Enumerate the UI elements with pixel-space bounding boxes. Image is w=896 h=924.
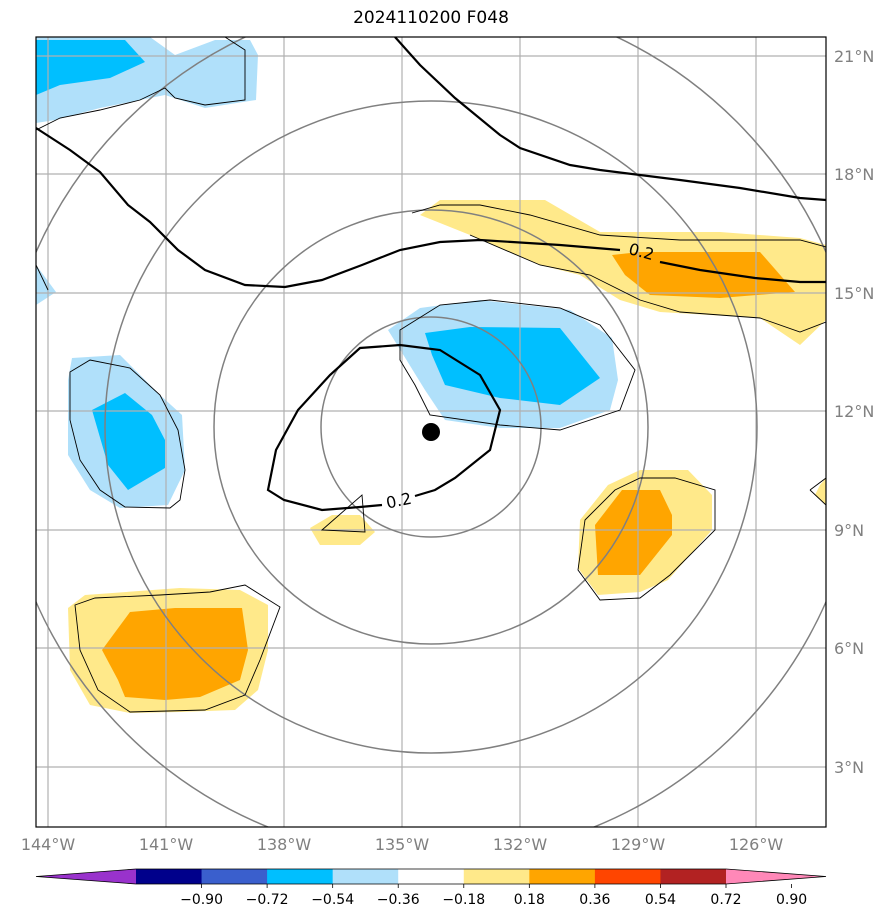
longitude-labels: 144°W 141°W 138°W 135°W 132°W 129°W 126°… — [21, 835, 784, 854]
colorbar: −0.90 −0.72 −0.54 −0.36 −0.18 0.18 0.36 0.54 0.7… — [35, 868, 827, 908]
range-rings — [36, 37, 826, 827]
colorbar-outline — [35, 868, 827, 885]
map-plot-area: 0.2 0.2 — [36, 37, 826, 827]
colorbar-extend-min — [36, 869, 136, 884]
colorbar-segment — [267, 869, 334, 884]
colorbar-tick-label: −0.90 — [180, 892, 223, 908]
thin-contours — [36, 37, 826, 713]
colorbar-segment — [332, 869, 399, 884]
map-title: 2024110200 F048 — [353, 8, 509, 28]
colorbar-tick-label: 0.72 — [710, 892, 741, 908]
lat-label: 12°N — [834, 402, 874, 421]
colorbar-tick-label: 0.54 — [645, 892, 676, 908]
colorbar-segment — [201, 869, 268, 884]
colorbar-tick-label: 0.90 — [776, 892, 807, 908]
colorbar-segment — [398, 869, 465, 884]
lon-label: 141°W — [139, 835, 194, 854]
negative-shading — [36, 37, 618, 508]
colorbar-segment — [594, 869, 661, 884]
contour-label-inner: 0.2 — [384, 489, 413, 513]
map-frame — [35, 36, 827, 828]
lon-label: 132°W — [493, 835, 548, 854]
colorbar-segment — [463, 869, 530, 884]
storm-center-marker — [422, 423, 440, 441]
lat-label: 9°N — [834, 521, 864, 540]
colorbar-tick-label: −0.36 — [377, 892, 420, 908]
colorbar-segment — [136, 869, 203, 884]
lon-label: 129°W — [611, 835, 666, 854]
colorbar-tick-label: −0.72 — [246, 892, 289, 908]
latitude-labels: 21°N 18°N 15°N 12°N 9°N 6°N 3°N — [834, 47, 874, 777]
colorbar-tick-label: 0.18 — [514, 892, 545, 908]
thick-contours — [36, 37, 826, 512]
colorbar-segment — [529, 869, 596, 884]
lat-label: 18°N — [834, 165, 874, 184]
colorbar-extend-max — [726, 869, 826, 884]
graticule — [36, 37, 826, 827]
lon-label: 144°W — [21, 835, 76, 854]
lon-label: 126°W — [729, 835, 784, 854]
positive-shading — [68, 200, 826, 713]
lat-label: 6°N — [834, 639, 864, 658]
lon-label: 135°W — [375, 835, 430, 854]
colorbar-segment — [660, 869, 727, 884]
colorbar-tick-label: −0.18 — [442, 892, 485, 908]
lat-label: 3°N — [834, 758, 864, 777]
lat-label: 21°N — [834, 47, 874, 66]
lat-label: 15°N — [834, 284, 874, 303]
colorbar-tick-label: 0.36 — [579, 892, 610, 908]
lon-label: 138°W — [257, 835, 312, 854]
colorbar-tick-label: −0.54 — [311, 892, 354, 908]
